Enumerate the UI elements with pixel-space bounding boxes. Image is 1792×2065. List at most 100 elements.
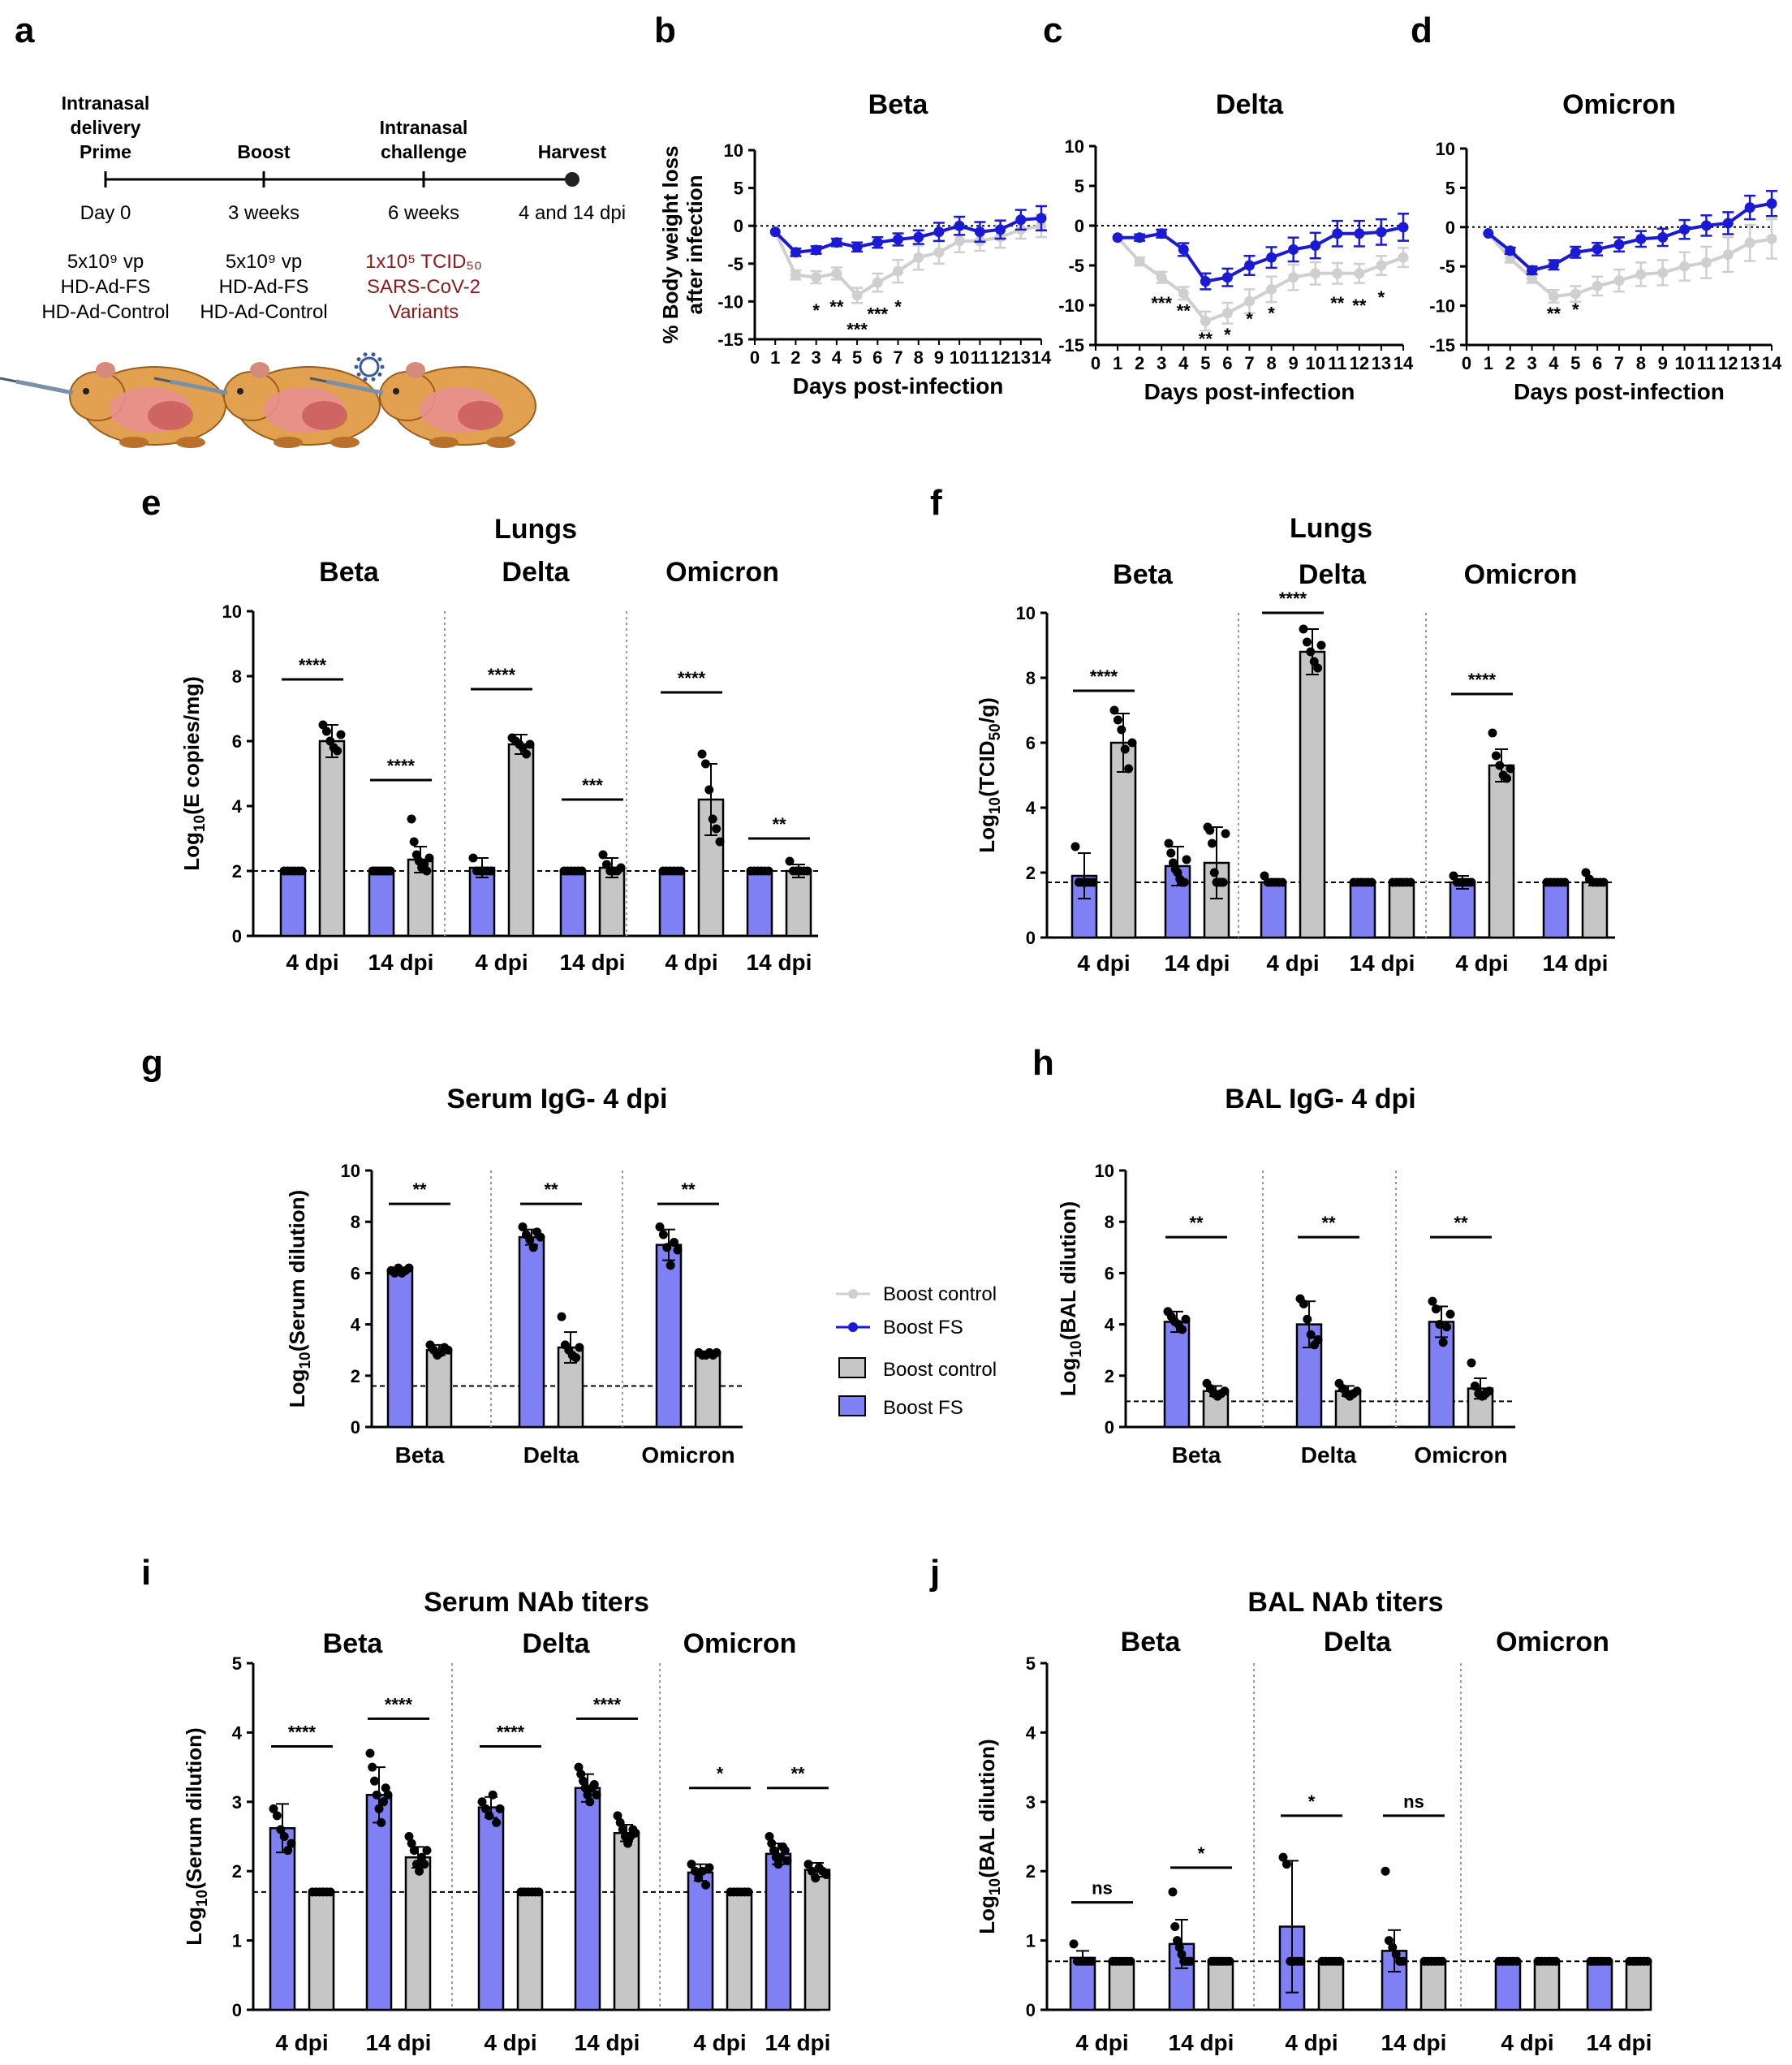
significance-marker: ** [1177, 301, 1191, 321]
bar-boost-fs [386, 1269, 414, 1429]
data-point [1299, 1299, 1308, 1308]
data-point [1134, 232, 1145, 244]
timeline-step-label: challenge [381, 141, 467, 162]
data-point [1302, 637, 1312, 647]
y-tick-label: -10 [1429, 296, 1455, 317]
data-point [1679, 224, 1691, 235]
significance-marker: **** [288, 1722, 317, 1742]
y-tick-label: 0 [1105, 1417, 1114, 1438]
x-tick-label: 12 [990, 347, 1010, 368]
category-label: Beta [395, 1442, 445, 1468]
data-point [1505, 245, 1516, 257]
significance-marker: * [1224, 325, 1231, 345]
bar-boost-fs [477, 1806, 505, 2011]
category-label: 14 dpi [1587, 2030, 1652, 2055]
data-point [1332, 268, 1343, 279]
data-point [803, 866, 812, 876]
data-point [1288, 272, 1299, 283]
data-point [851, 241, 863, 252]
data-point [1744, 237, 1755, 248]
bar-boost-control [516, 1890, 544, 2011]
data-point [1548, 291, 1559, 302]
data-point [615, 1817, 625, 1827]
y-tick-label: 1 [1026, 1931, 1036, 1951]
y-axis-label-text: Log10 (BAL dilution) [1056, 1201, 1085, 1396]
data-point [715, 837, 725, 847]
data-point [576, 1770, 586, 1779]
data-point [790, 247, 801, 258]
x-tick-label: 12 [1718, 353, 1738, 373]
chart-g: g Serum IgG- 4 dpi 0 2 4 6 8 10 Log10 (Serum dil… [141, 1043, 743, 1468]
y-tick-label: 4 [351, 1315, 361, 1335]
data-point [712, 824, 722, 834]
panel-letter-c: c [1043, 11, 1062, 50]
significance-marker: **** [1090, 666, 1118, 687]
significance-marker: * [1246, 309, 1253, 330]
x-tick-label: 13 [1740, 353, 1760, 373]
data-point [676, 866, 686, 876]
data-point [598, 850, 608, 860]
data-point [468, 853, 478, 863]
significance-marker: **** [1468, 670, 1497, 690]
data-point [381, 1783, 390, 1793]
data-point [574, 1762, 584, 1772]
y-tick-label: 2 [1105, 1366, 1114, 1386]
data-point [1438, 1338, 1448, 1347]
x-tick-label: 11 [1697, 353, 1716, 373]
data-point [1112, 232, 1123, 244]
data-point [518, 743, 528, 752]
bar-boost-control [803, 1869, 831, 2011]
significance-marker: ** [1547, 304, 1562, 324]
y-tick-label: 0 [734, 216, 743, 236]
data-point [767, 1839, 777, 1848]
significance-marker: *** [1151, 293, 1172, 313]
data-point [571, 1353, 581, 1363]
x-tick-label: 11 [1328, 353, 1346, 373]
data-point [286, 1839, 296, 1848]
y-axis-label-line: % Body weight loss [658, 145, 683, 343]
data-point [1244, 295, 1255, 307]
y-tick-label: -5 [1068, 256, 1084, 276]
chart-f: f Lungs 0 2 4 6 8 10 Log10 (TCID50 /g) Beta Delta O… [930, 483, 1615, 976]
data-point [333, 746, 342, 756]
y-axis-label: Log10 (TCID50 /g) [975, 697, 1004, 853]
hamster-icon [0, 362, 226, 448]
data-point [377, 1817, 386, 1827]
group-label: Beta [1121, 1627, 1182, 1658]
data-point [954, 235, 965, 247]
data-point [1306, 647, 1316, 657]
y-tick-label: 0 [232, 2000, 242, 2020]
bar-boost-fs [468, 866, 496, 938]
x-tick-label: 10 [1674, 353, 1694, 373]
x-tick-label: 14 [1394, 353, 1414, 373]
data-point [743, 1887, 753, 1897]
data-point [1352, 1386, 1362, 1396]
x-tick-label: 1 [1113, 353, 1122, 373]
panel-letter-j: j [929, 1553, 940, 1593]
data-point [579, 1776, 588, 1786]
group-label: Omicron [683, 1628, 797, 1659]
data-point [872, 237, 883, 248]
data-point [851, 290, 863, 301]
data-point [769, 1846, 778, 1856]
data-point [276, 1825, 286, 1834]
significance-marker: ** [1330, 293, 1345, 313]
y-tick-label: 2 [351, 1366, 360, 1386]
data-point [893, 234, 903, 245]
data-point [575, 1343, 584, 1352]
data-point [1218, 877, 1228, 887]
data-point [477, 1797, 487, 1807]
series-boost-fs [769, 205, 1047, 258]
group-label: Beta [319, 557, 380, 588]
data-point [1354, 228, 1365, 239]
data-point [1335, 1956, 1345, 1966]
data-point [670, 1237, 679, 1247]
data-point [368, 1762, 377, 1772]
category-label: 4 dpi [1285, 2030, 1338, 2055]
significance-marker: ** [544, 1179, 558, 1200]
data-point [803, 1860, 813, 1869]
data-point [995, 224, 1006, 235]
bar-boost-fs [655, 1244, 683, 1429]
